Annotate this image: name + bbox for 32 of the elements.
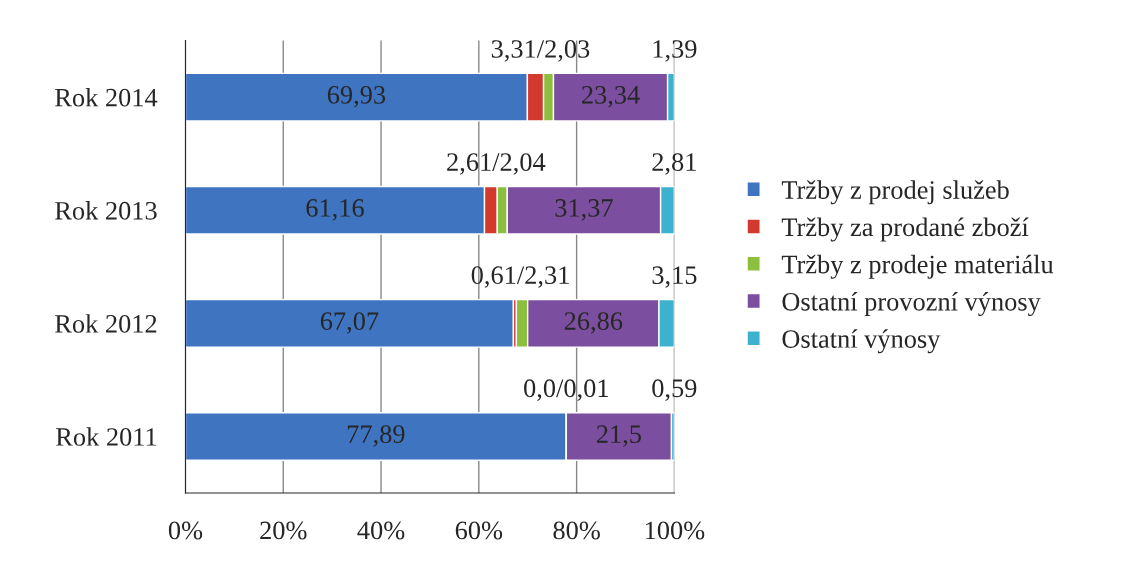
y-tick-label: Rok 2012 [55,314,157,333]
bar [185,298,515,348]
legend-label: Ostatní výnosy [782,329,941,354]
x-tick-label: 20% [260,521,307,540]
data-label: 0,59 [652,379,697,401]
data-label: 21,5 [596,425,641,447]
legend-label: Ostatní provozní výnosy [782,292,1041,317]
data-label: 23,34 [582,86,640,108]
data-label: 77,89 [347,425,405,447]
x-tick-label: 60% [455,521,503,540]
y-tick-label: Rok 2011 [56,427,157,446]
legend-label: Tržby z prodeje materiálu [781,254,1054,279]
y-tick-label: Rok 2014 [55,87,158,107]
data-label: 3,15 [652,266,697,288]
x-tick-label: 100% [645,521,705,540]
data-label: 31,37 [555,199,613,221]
annotation: 0,0/0,01 [524,379,608,401]
data-label: 67,07 [320,312,379,334]
y-tick-label: Rok 2013 [55,201,157,220]
data-label: 61,16 [306,199,364,221]
data-label: 26,86 [564,312,623,334]
legend-label: Tržby z prodej služeb [781,180,1009,205]
data-label: 1,39 [653,40,697,62]
x-tick-label: 40% [357,521,405,540]
x-tick-label: 80% [553,521,600,540]
data-label: 69,93 [327,86,386,108]
annotation: 2,61/2,04 [447,153,546,175]
annotation: 3,31/2,03 [491,40,590,62]
data-label: 2,81 [652,153,696,175]
x-tick-label: 0% [168,521,203,540]
legend-label: Tržby za prodané zboží [781,217,1029,242]
annotation: 0,61/2,31 [471,266,569,288]
